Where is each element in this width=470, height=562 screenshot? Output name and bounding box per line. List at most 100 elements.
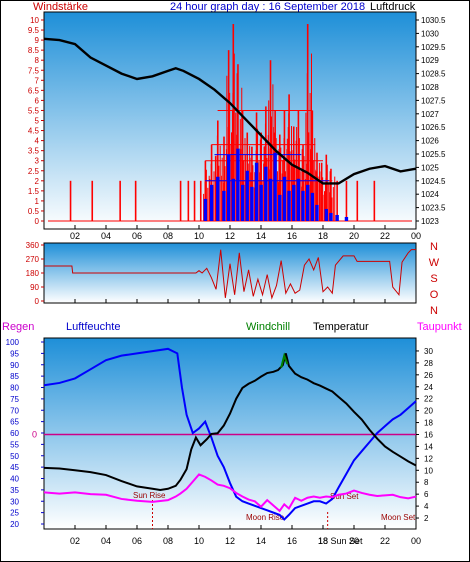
pressure-tick-label-1027.5: 1027.5 bbox=[421, 96, 446, 105]
compass-w: W bbox=[429, 257, 440, 269]
avg-bar-19 bbox=[296, 178, 301, 221]
time-tick-label-00: 00 bbox=[411, 231, 421, 241]
gust-bar-10-4 bbox=[219, 145, 221, 221]
avg-bar-2 bbox=[216, 176, 220, 221]
wind-tick-label-3.5: 3.5 bbox=[28, 147, 40, 156]
wind-axis-ticks: 00.511.522.533.544.55 5.566.577.588.599.5… bbox=[28, 16, 44, 226]
gust-bar-13-2 bbox=[232, 92, 234, 221]
compass-o: O bbox=[430, 289, 439, 301]
temp-humidity-plot-area bbox=[43, 337, 417, 530]
gust-bar-34-4 bbox=[332, 187, 334, 221]
gust-bar-25-1 bbox=[286, 138, 288, 221]
avg-bar-12 bbox=[264, 166, 268, 221]
time-tick-label-14: 14 bbox=[256, 536, 266, 546]
gust-bar-30-3 bbox=[312, 160, 314, 221]
gust-bar-29-2 bbox=[306, 73, 308, 221]
time-tick-label-16: 16 bbox=[287, 536, 297, 546]
gust-bar-35 bbox=[336, 180, 338, 221]
gust-bar-17-1 bbox=[249, 157, 251, 221]
gust-bar-13-1 bbox=[231, 132, 232, 221]
temp-humidity-panel: 0 Sun Rise Moon Rise Sun Set Moon Set 20… bbox=[6, 337, 433, 546]
avg-bar-16 bbox=[282, 176, 287, 221]
gust-bar-25-3 bbox=[289, 151, 291, 221]
time-tick-label-12: 12 bbox=[225, 231, 235, 241]
compass-s: S bbox=[430, 273, 437, 285]
pressure-tick-label-1023: 1023 bbox=[421, 217, 439, 226]
time-tick-label-22: 22 bbox=[380, 536, 390, 546]
gust-bar-32-1 bbox=[319, 171, 321, 221]
compass-labels: N W S O N bbox=[429, 241, 440, 317]
temp-tick-label-4: 4 bbox=[424, 502, 429, 511]
wind-tick-label-2: 2 bbox=[35, 177, 40, 186]
gust-bar-8-1 bbox=[203, 193, 205, 221]
dir-tick-label-360: 360 bbox=[26, 241, 40, 250]
panel3-time-ticks: 02 04 06 08 10 12 14 16 18 20 22 00 bbox=[70, 525, 421, 546]
pressure-tick-label-1029.5: 1029.5 bbox=[421, 43, 446, 52]
hum-tick-label-30: 30 bbox=[10, 497, 19, 506]
pressure-line bbox=[43, 37, 417, 185]
sun-moon-markers: Sun Rise Moon Rise Sun Set Moon Set bbox=[133, 491, 416, 529]
temp-tick-label-22: 22 bbox=[424, 395, 433, 404]
wind-bars bbox=[48, 24, 412, 222]
hum-tick-label-80: 80 bbox=[10, 384, 19, 393]
temperature-line bbox=[43, 353, 417, 491]
wind-tick-label-1.5: 1.5 bbox=[28, 187, 40, 196]
time-tick-label-08: 08 bbox=[163, 536, 173, 546]
compass-n-top: N bbox=[430, 241, 438, 253]
temp-tick-label-24: 24 bbox=[424, 383, 433, 392]
time-tick-label-08: 08 bbox=[163, 231, 173, 241]
gust-bar-31-3 bbox=[317, 176, 319, 221]
gust-bar-33-1 bbox=[324, 191, 325, 221]
sun-rise-label: Sun Rise bbox=[133, 491, 166, 500]
avg-bar-23 bbox=[315, 204, 319, 221]
time-tick-label-12: 12 bbox=[225, 536, 235, 546]
pressure-tick-label-1028: 1028 bbox=[421, 83, 439, 92]
gust-bar-22-1 bbox=[272, 127, 274, 221]
time-tick-label-10: 10 bbox=[194, 231, 204, 241]
pressure-tick-label-1028.5: 1028.5 bbox=[421, 70, 446, 79]
avg-bar-25 bbox=[329, 212, 333, 221]
wind-tick-label-8: 8 bbox=[35, 56, 40, 65]
wind-tick-label-7: 7 bbox=[35, 76, 40, 85]
hum-tick-label-45: 45 bbox=[10, 463, 19, 472]
gust-bar-25-2 bbox=[288, 113, 290, 221]
time-tick-label-22: 22 bbox=[380, 231, 390, 241]
hum-tick-label-20: 20 bbox=[10, 520, 19, 529]
dir-tick-label-0: 0 bbox=[35, 297, 40, 306]
temp-tick-label-20: 20 bbox=[424, 407, 433, 416]
gust-bar-13-3 bbox=[233, 53, 235, 221]
gust-bar-5 bbox=[187, 180, 190, 221]
temp-tick-label-8: 8 bbox=[424, 478, 429, 487]
pressure-tick-label-1027: 1027 bbox=[421, 110, 439, 119]
time-tick-label-10: 10 bbox=[194, 536, 204, 546]
legend-regen: Regen bbox=[2, 321, 34, 333]
gust-bar-29-1 bbox=[305, 112, 307, 221]
gust-bar-34-2 bbox=[330, 181, 332, 221]
pressure-tick-label-1025: 1025 bbox=[421, 163, 439, 172]
time-tick-label-04: 04 bbox=[101, 536, 111, 546]
wind-pressure-panel: 00.511.522.533.544.55 5.566.577.588.599.5… bbox=[28, 11, 446, 241]
legend-taupunkt: Taupunkt bbox=[417, 321, 462, 333]
panel2-time-ticks bbox=[74, 299, 417, 303]
hum-tick-label-60: 60 bbox=[10, 429, 19, 438]
gust-bar-33-3 bbox=[326, 164, 328, 221]
wind-tick-label-7.5: 7.5 bbox=[28, 66, 40, 75]
gust-bar-20-1 bbox=[263, 146, 265, 221]
gust-bar-3 bbox=[134, 180, 137, 221]
wind-direction-line bbox=[44, 249, 416, 300]
gust-bar-24-1 bbox=[282, 160, 284, 221]
hum-tick-label-35: 35 bbox=[10, 486, 19, 495]
avg-bar-7 bbox=[240, 184, 245, 221]
gust-bar-11-1 bbox=[221, 157, 223, 221]
temp-tick-label-26: 26 bbox=[424, 371, 433, 380]
gust-bar-19-1 bbox=[258, 172, 260, 221]
dewpoint-line bbox=[43, 473, 417, 513]
temp-tick-label-16: 16 bbox=[424, 430, 433, 439]
temp-tick-label-12: 12 bbox=[424, 454, 433, 463]
avg-bar-24 bbox=[324, 208, 328, 221]
gust-bar-26 bbox=[292, 126, 295, 221]
gust-bar-8-3 bbox=[205, 169, 207, 221]
humidity-axis-ticks: 20 25 30 35 40 45 50 55 60 65 70 75 80 85 90 95 100 bbox=[6, 338, 44, 529]
hum-tick-label-95: 95 bbox=[10, 349, 19, 358]
